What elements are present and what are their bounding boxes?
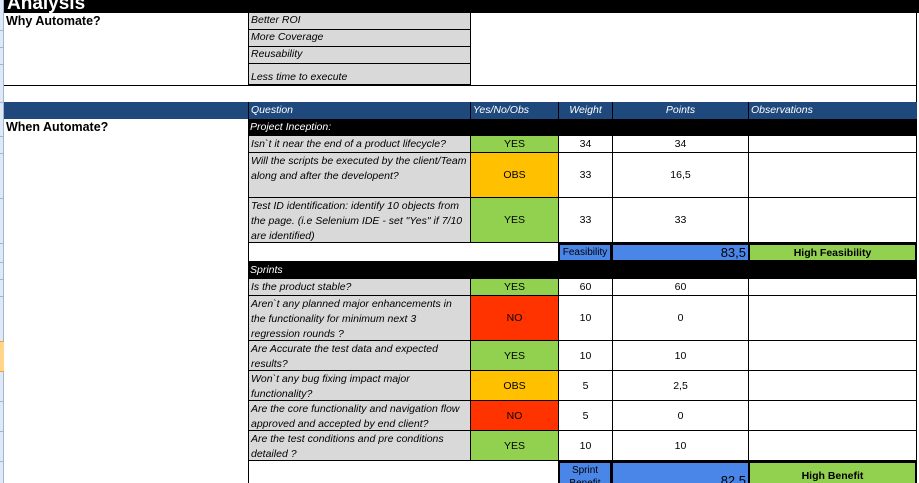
row-divider (0, 198, 4, 199)
answer-cell[interactable]: YES (470, 279, 558, 296)
sprint-benefit-verdict[interactable]: High Benefit (748, 461, 917, 483)
question-cell[interactable]: Isn`t it near the end of a product lifec… (248, 136, 470, 153)
weight-cell[interactable]: 10 (558, 341, 612, 371)
observation-cell[interactable] (748, 401, 917, 431)
question-cell[interactable]: Is the product stable? (248, 279, 470, 296)
points-cell[interactable]: 0 (612, 401, 748, 431)
why-item[interactable]: Less time to execute (248, 64, 470, 85)
points-cell[interactable]: 60 (612, 279, 748, 296)
observation-cell[interactable] (748, 198, 917, 243)
row-divider (0, 296, 4, 297)
selected-row-header[interactable] (0, 341, 4, 372)
right-border (916, 13, 917, 102)
sheet-title: Analysis (4, 0, 919, 13)
question-cell[interactable]: Test ID identification: identify 10 obje… (248, 198, 470, 243)
question-cell[interactable]: Aren`t any planned major enhancements in… (248, 296, 470, 341)
observation-cell[interactable] (748, 371, 917, 401)
why-automate-label: Why Automate? (6, 14, 101, 28)
answer-cell[interactable]: NO (470, 296, 558, 341)
sprint-benefit-score[interactable]: 82,5 (612, 461, 748, 483)
points-cell[interactable]: 16,5 (612, 153, 748, 198)
answer-cell[interactable]: OBS (470, 153, 558, 198)
when-automate-label: When Automate? (6, 120, 109, 134)
header-question[interactable]: Question (248, 102, 470, 119)
weight-cell[interactable]: 34 (558, 136, 612, 153)
question-cell[interactable]: Are Accurate the test data and expected … (248, 341, 470, 371)
weight-cell[interactable]: 33 (558, 198, 612, 243)
why-border (470, 13, 471, 85)
sprint-benefit-label: Sprint Benefit (558, 461, 612, 483)
row-divider (0, 431, 4, 432)
row-divider (0, 262, 4, 263)
header-observations[interactable]: Observations (748, 102, 917, 119)
header-points[interactable]: Points (612, 102, 748, 119)
why-item[interactable]: Reusability (248, 47, 470, 64)
points-cell[interactable]: 2,5 (612, 371, 748, 401)
section-project-inception: Project Inception: (248, 119, 917, 136)
answer-cell[interactable]: YES (470, 136, 558, 153)
weight-cell[interactable]: 10 (558, 296, 612, 341)
answer-cell[interactable]: YES (470, 341, 558, 371)
weight-cell[interactable]: 33 (558, 153, 612, 198)
row-divider (0, 279, 4, 280)
summary-spacer (248, 243, 558, 262)
question-cell[interactable]: Are the test conditions and pre conditio… (248, 431, 470, 461)
observation-cell[interactable] (748, 279, 917, 296)
feasibility-score[interactable]: 83,5 (612, 243, 748, 262)
table-header: Question Yes/No/Obs Weight Points Observ… (4, 102, 917, 119)
header-weight[interactable]: Weight (558, 102, 612, 119)
points-cell[interactable]: 34 (612, 136, 748, 153)
answer-cell[interactable]: OBS (470, 371, 558, 401)
points-cell[interactable]: 10 (612, 341, 748, 371)
question-cell[interactable]: Won`t any bug fixing impact major functi… (248, 371, 470, 401)
weight-cell[interactable]: 10 (558, 431, 612, 461)
row-divider (0, 461, 4, 462)
row-divider (0, 47, 4, 48)
row-divider (0, 102, 4, 103)
weight-cell[interactable]: 60 (558, 279, 612, 296)
points-cell[interactable]: 0 (612, 296, 748, 341)
why-bottom-border (4, 85, 917, 86)
answer-cell[interactable]: YES (470, 198, 558, 243)
observation-cell[interactable] (748, 153, 917, 198)
points-cell[interactable]: 10 (612, 431, 748, 461)
feasibility-label: Feasibility (558, 243, 612, 262)
row-divider (0, 243, 4, 244)
feasibility-verdict[interactable]: High Feasibility (748, 243, 917, 262)
question-cell[interactable]: Are the core functionality and navigatio… (248, 401, 470, 431)
observation-cell[interactable] (748, 431, 917, 461)
answer-cell[interactable]: NO (470, 401, 558, 431)
summary-spacer (248, 461, 558, 483)
why-item[interactable]: More Coverage (248, 30, 470, 47)
row-header-gutter[interactable] (0, 0, 4, 483)
points-cell[interactable]: 33 (612, 198, 748, 243)
section-sprints: Sprints (248, 262, 917, 279)
observation-cell[interactable] (748, 136, 917, 153)
row-divider (0, 153, 4, 154)
row-divider (0, 64, 4, 65)
observation-cell[interactable] (748, 296, 917, 341)
weight-cell[interactable]: 5 (558, 371, 612, 401)
answer-cell[interactable]: YES (470, 431, 558, 461)
weight-cell[interactable]: 5 (558, 401, 612, 431)
why-item[interactable]: Better ROI (248, 13, 470, 30)
row-divider (0, 401, 4, 402)
row-divider (0, 30, 4, 31)
question-cell[interactable]: Will the scripts be executed by the clie… (248, 153, 470, 198)
header-answer[interactable]: Yes/No/Obs (470, 102, 558, 119)
observation-cell[interactable] (748, 341, 917, 371)
row-divider (0, 136, 4, 137)
